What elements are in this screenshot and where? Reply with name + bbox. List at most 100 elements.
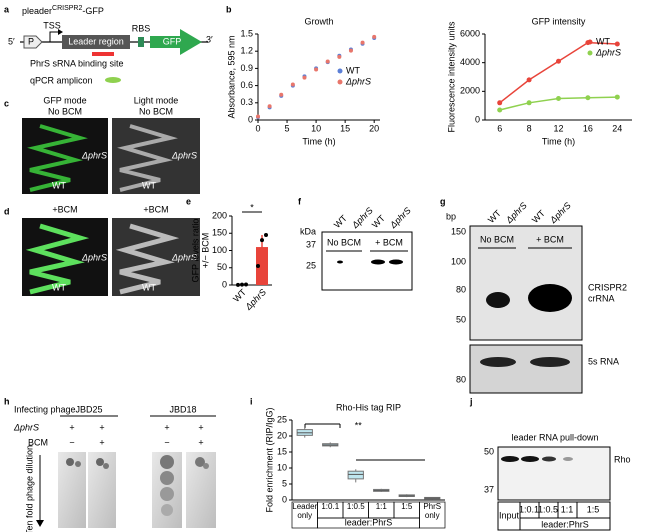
point bbox=[585, 95, 591, 101]
point bbox=[497, 100, 503, 106]
x-tick-label: ΔphrS bbox=[243, 287, 269, 313]
x-tick-label: 24 bbox=[612, 123, 622, 133]
y-tick-label: 0.9 bbox=[240, 63, 253, 73]
label: No BCM bbox=[139, 106, 173, 116]
label: + bbox=[99, 422, 104, 432]
label: Leader region bbox=[68, 36, 124, 46]
x-tick-label: 12 bbox=[553, 123, 563, 133]
label: ΔphrS bbox=[349, 205, 375, 231]
point bbox=[244, 282, 248, 287]
label-cell-border bbox=[419, 501, 446, 529]
point bbox=[279, 92, 284, 97]
panel-letter: e bbox=[186, 196, 191, 206]
label: ΔphrS bbox=[13, 422, 39, 432]
label: WT bbox=[332, 213, 349, 230]
point bbox=[290, 82, 295, 87]
x-tick-label: 5 bbox=[285, 123, 290, 133]
point bbox=[260, 238, 264, 243]
northern-blot-g bbox=[469, 225, 583, 394]
label: 100 bbox=[451, 256, 466, 266]
y-tick-label: 10 bbox=[277, 462, 287, 472]
x-tick-label: Leader only bbox=[292, 502, 318, 520]
point bbox=[556, 58, 561, 64]
point bbox=[497, 107, 503, 113]
y-tick-label: 4000 bbox=[460, 57, 480, 67]
y-tick-label: 200 bbox=[212, 210, 227, 220]
label: + bbox=[164, 422, 169, 432]
chart-title: GFP intensity bbox=[532, 16, 586, 26]
legend-marker bbox=[337, 68, 343, 74]
label: RBS bbox=[132, 23, 151, 33]
label-cell: Leader only bbox=[292, 502, 318, 520]
label-cell: 1:5 bbox=[401, 502, 413, 511]
y-axis-label: Absorbance, 595 nm bbox=[226, 35, 236, 118]
x-axis-label: Time (h) bbox=[302, 136, 335, 146]
label: P bbox=[28, 36, 34, 46]
label: ΔphrS bbox=[171, 252, 197, 262]
legend-marker bbox=[337, 79, 343, 85]
label: No BCM bbox=[48, 106, 82, 116]
label: bp bbox=[446, 211, 456, 221]
point bbox=[526, 77, 532, 83]
construct-suffix: -GFP bbox=[82, 6, 104, 16]
y-axis-label: Fluorescence intensity units bbox=[446, 21, 456, 133]
label: 80 bbox=[456, 284, 466, 294]
label: crRNA bbox=[588, 293, 615, 303]
y-tick-label: 6000 bbox=[460, 28, 480, 38]
label: PhrS sRNA binding site bbox=[30, 58, 124, 68]
point bbox=[526, 100, 532, 106]
x-tick-label: 16 bbox=[583, 123, 593, 133]
y-tick-label: 1.2 bbox=[240, 46, 253, 56]
annotation: * bbox=[250, 202, 254, 212]
label: qPCR amplicon bbox=[30, 75, 93, 85]
label: 5′ bbox=[8, 36, 15, 46]
label: CRISPR2 bbox=[588, 282, 627, 292]
y-axis-label: GFP levels ratio bbox=[190, 219, 200, 283]
label: 37 bbox=[306, 239, 316, 249]
label: 80 bbox=[456, 374, 466, 384]
y-tick-label: 1.5 bbox=[240, 28, 253, 38]
panel-letter: h bbox=[4, 396, 10, 406]
chart-title: Rho-His tag RIP bbox=[336, 402, 401, 412]
label: GFP mode bbox=[43, 95, 86, 105]
legend-label: ΔphrS bbox=[595, 47, 621, 57]
x-tick-label: 6 bbox=[497, 123, 502, 133]
y-axis-label: Fold enrichment (RIP/IgG) bbox=[264, 407, 274, 512]
point bbox=[325, 59, 330, 64]
point bbox=[267, 104, 272, 109]
label: ΔphrS bbox=[171, 150, 197, 160]
label: 5s RNA bbox=[588, 356, 619, 366]
label: ΔphrS bbox=[503, 200, 529, 226]
label: WT bbox=[530, 208, 547, 225]
x-tick-label: 1:5 bbox=[401, 502, 413, 511]
label: + bbox=[198, 422, 203, 432]
panel-letter: c bbox=[4, 98, 9, 108]
colony-images bbox=[22, 118, 200, 296]
y-tick-label: 2000 bbox=[460, 86, 480, 96]
label: ΔphrS bbox=[81, 252, 107, 262]
label-cell: 1:0.1 bbox=[321, 502, 339, 511]
label: Light mode bbox=[134, 95, 179, 105]
label: ΔphrS bbox=[547, 200, 573, 226]
label: +BCM bbox=[143, 204, 168, 214]
label: 3′ bbox=[206, 34, 213, 44]
legend-marker bbox=[587, 50, 593, 56]
point bbox=[264, 232, 268, 237]
y-tick-label: 0 bbox=[475, 114, 480, 124]
x-tick-label: 1:1 bbox=[375, 502, 387, 511]
label: + bbox=[69, 422, 74, 432]
chart-title: Growth bbox=[304, 16, 333, 26]
label: Rho bbox=[614, 454, 631, 464]
label: BCM bbox=[28, 437, 48, 447]
x-tick-label: 10 bbox=[311, 123, 321, 133]
y-tick-label: 20 bbox=[277, 430, 287, 440]
point bbox=[314, 67, 319, 72]
label: WT bbox=[52, 180, 66, 190]
label: No BCM bbox=[327, 237, 361, 247]
label: JBD18 bbox=[169, 404, 196, 414]
label: 1:1 bbox=[561, 504, 574, 514]
x-tick-label: 8 bbox=[527, 123, 532, 133]
y-tick-label: 0 bbox=[222, 279, 227, 289]
